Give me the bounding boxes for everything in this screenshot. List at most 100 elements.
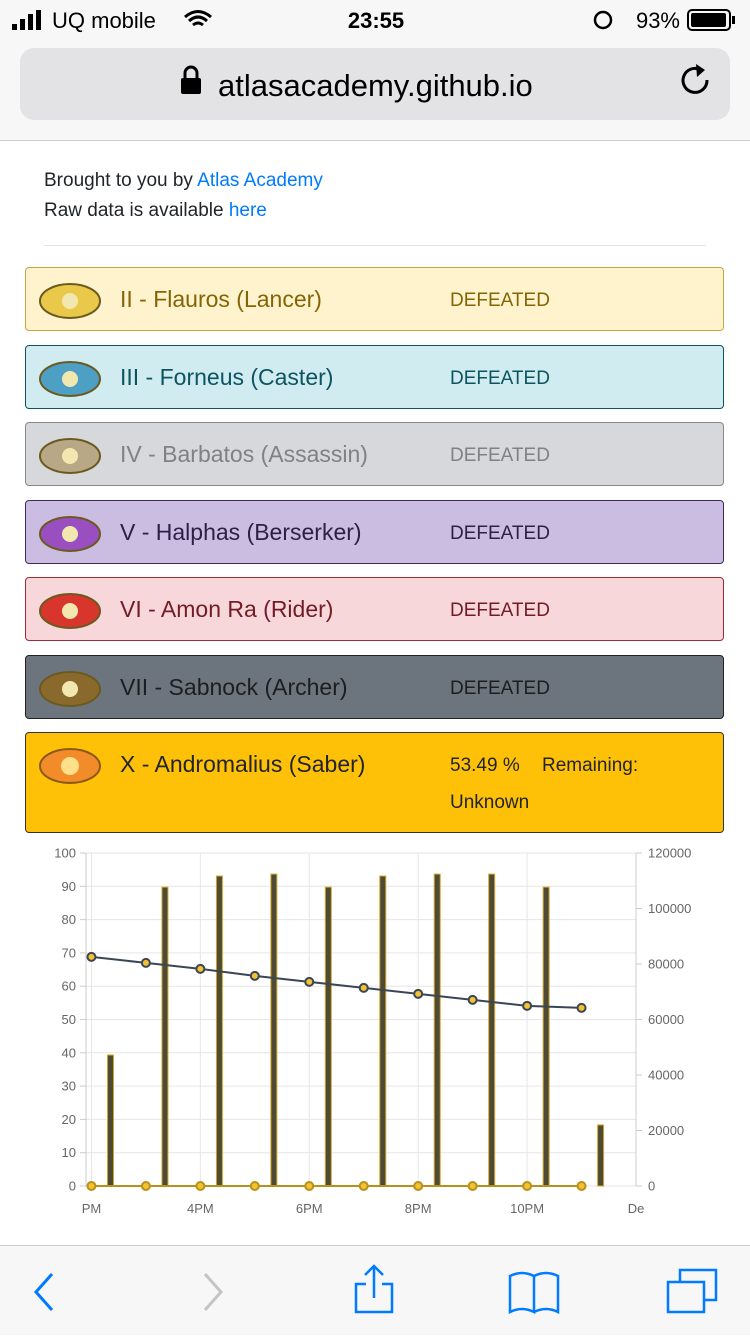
- point: [304, 1181, 315, 1191]
- x-tick-label: 10PM: [510, 1201, 544, 1216]
- point: [576, 1181, 587, 1191]
- raid-icon: [39, 515, 101, 552]
- back-button[interactable]: [33, 1273, 54, 1311]
- toolbar-icons: [33, 1264, 718, 1315]
- raid-name: IV - Barbatos (Assassin): [120, 441, 368, 467]
- raid-name: VI - Amon Ra (Rider): [120, 596, 334, 622]
- y2-tick-label: 0: [648, 1179, 655, 1194]
- bar: [270, 873, 278, 1187]
- raid-name: V - Halphas (Berserker): [120, 518, 362, 545]
- active-raid: X - Andromalius (Saber) 53.49 % Remainin…: [25, 732, 724, 833]
- bar: [107, 1054, 115, 1187]
- y-tick-label: 100: [54, 846, 76, 861]
- raid-card: IV - Barbatos (Assassin) DEFEATED: [25, 422, 724, 486]
- point: [304, 976, 315, 987]
- point: [140, 1181, 151, 1191]
- share-button[interactable]: [354, 1264, 394, 1314]
- y-tick-label: 90: [62, 879, 76, 894]
- y2-tick-label: 120000: [648, 846, 691, 861]
- toolbar: [0, 1245, 750, 1335]
- address-bar[interactable]: [20, 48, 730, 120]
- raid-card: VII - Sabnock (Archer) DEFEATED: [25, 654, 724, 719]
- raid-icon: [39, 360, 101, 397]
- raid-status: DEFEATED: [450, 677, 550, 699]
- status-icons: UQ mobile 23:55 93% atlasacademy.github.…: [12, 8, 735, 120]
- y-tick-label: 30: [62, 1079, 76, 1094]
- x-tick-label: 6PM: [296, 1201, 323, 1216]
- point: [140, 957, 151, 968]
- point: [522, 1181, 533, 1191]
- raid-card: V - Halphas (Berserker) DEFEATED: [25, 499, 724, 564]
- raid-name: II - Flauros (Lancer): [120, 286, 322, 312]
- raid-card: III - Forneus (Caster) DEFEATED: [25, 344, 724, 409]
- raid-icon: [39, 438, 101, 474]
- y-tick-label: 0: [69, 1179, 76, 1194]
- point: [358, 1181, 369, 1191]
- y2-tick-label: 80000: [648, 957, 684, 972]
- point: [249, 970, 260, 981]
- raid-status: DEFEATED: [450, 600, 550, 621]
- credit-line: Brought to you by Atlas Academy: [44, 170, 323, 192]
- point: [358, 982, 369, 993]
- browser-chrome: UQ mobile 23:55 93% atlasacademy.github.…: [0, 0, 750, 141]
- point: [467, 994, 478, 1005]
- x-tick-label: PM: [82, 1201, 102, 1216]
- raw-link[interactable]: here: [228, 200, 267, 221]
- bar: [433, 873, 441, 1187]
- chart: 0 10 20 30 40 50 60 70 80 90 100 0 20000 40000 60000 80…: [54, 846, 691, 1217]
- bookmarks-button[interactable]: [508, 1271, 560, 1315]
- point: [195, 963, 206, 974]
- credit-link[interactable]: Atlas Academy: [197, 170, 323, 191]
- remaining-value: Unknown: [450, 792, 530, 813]
- raid-status: DEFEATED: [450, 290, 550, 311]
- url: atlasacademy.github.io: [218, 68, 533, 103]
- point: [249, 1181, 260, 1191]
- raid-status: DEFEATED: [450, 367, 550, 389]
- y-tick-label: 80: [62, 912, 76, 927]
- y-tick-label: 10: [62, 1145, 76, 1160]
- x-tick-label: 8PM: [405, 1201, 432, 1216]
- x-tick-label: 4PM: [187, 1201, 214, 1216]
- point: [195, 1181, 206, 1191]
- point: [86, 951, 97, 962]
- raw-line: Raw data is available here: [44, 200, 267, 222]
- bar: [488, 873, 496, 1187]
- credit-text: Brought to you by: [44, 170, 193, 191]
- bar: [324, 886, 332, 1187]
- line: [91, 955, 582, 1009]
- point: [413, 988, 424, 999]
- forward-button[interactable]: [203, 1273, 224, 1311]
- raid-name: X - Andromalius (Saber): [120, 751, 366, 777]
- bar: [161, 886, 169, 1187]
- raid-status: DEFEATED: [450, 522, 550, 544]
- raid-card: VI - Amon Ra (Rider) DEFEATED: [25, 577, 724, 641]
- raw-text: Raw data is available: [44, 200, 224, 221]
- x-tick-label: De: [628, 1201, 645, 1216]
- y2-tick-label: 100000: [648, 901, 691, 916]
- bar: [597, 1124, 605, 1187]
- y2-tick-label: 40000: [648, 1068, 684, 1083]
- y-tick-label: 20: [62, 1112, 76, 1127]
- y-tick-label: 60: [62, 979, 76, 994]
- bar: [542, 886, 550, 1187]
- y-tick-label: 50: [62, 1012, 76, 1027]
- raid-status: DEFEATED: [450, 445, 550, 466]
- raid-icon: [39, 593, 101, 629]
- point: [86, 1181, 97, 1191]
- tabs-button[interactable]: [666, 1268, 718, 1314]
- remaining-label: Remaining:: [542, 755, 639, 776]
- clock: 23:55: [348, 8, 404, 33]
- bar: [215, 875, 223, 1187]
- bar: [379, 875, 387, 1187]
- y-tick-label: 70: [62, 945, 76, 960]
- y2-tick-label: 20000: [648, 1123, 684, 1138]
- raid-name: VII - Sabnock (Archer): [120, 673, 348, 700]
- raid-name: III - Forneus (Caster): [120, 363, 334, 390]
- raid-icon: [39, 283, 101, 319]
- divider: [44, 245, 706, 246]
- raid-icon: [39, 670, 101, 707]
- carrier: UQ mobile: [52, 8, 156, 33]
- raid-progress: 53.49 %: [450, 755, 520, 776]
- point: [467, 1181, 478, 1191]
